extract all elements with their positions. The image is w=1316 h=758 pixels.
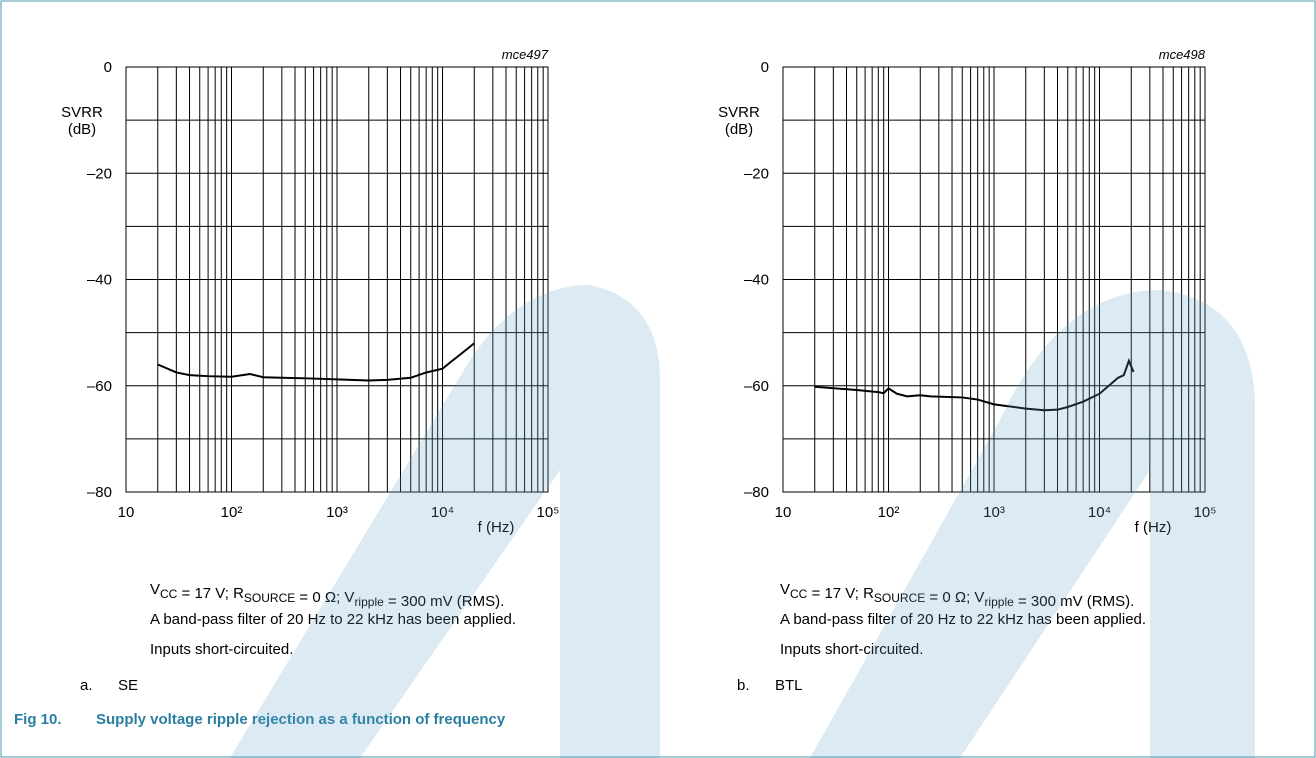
text-run: V xyxy=(150,581,160,598)
data-line xyxy=(157,342,475,382)
y-tick-label: –20 xyxy=(744,165,769,182)
subscript: SOURCE xyxy=(244,591,295,605)
y-tick-label: 0 xyxy=(104,59,112,76)
text-run: = 300 mV (RMS). xyxy=(1014,593,1134,610)
x-tick-label: 10⁴ xyxy=(1088,504,1111,521)
note: A band-pass filter of 20 Hz to 22 kHz ha… xyxy=(780,611,1146,628)
y-axis-label: (dB) xyxy=(725,121,753,138)
y-tick-label: –80 xyxy=(87,484,112,501)
panel-label: SE xyxy=(118,677,138,694)
plot-frame xyxy=(125,66,549,493)
subscript: SOURCE xyxy=(874,591,925,605)
caption-number: Fig 10. xyxy=(14,711,62,728)
y-tick-label: 0 xyxy=(761,59,769,76)
panel-label: BTL xyxy=(775,677,803,694)
subscript: CC xyxy=(790,587,808,601)
y-axis-label: SVRR xyxy=(61,104,103,121)
text-run: = 0 Ω; V xyxy=(925,589,984,606)
text-run: = 17 V; R xyxy=(807,585,874,602)
y-tick-label: –80 xyxy=(744,484,769,501)
y-tick-label: –60 xyxy=(744,378,769,395)
x-tick-label: 10² xyxy=(878,504,900,521)
plot-frame xyxy=(782,66,1206,493)
text-run: = 300 mV (RMS). xyxy=(384,593,504,610)
conditions: VCC = 17 V; RSOURCE = 0 Ω; Vripple = 300… xyxy=(780,581,1134,610)
x-tick-label: 10³ xyxy=(326,504,348,521)
text-run: = 0 Ω; V xyxy=(295,589,354,606)
y-axis-label: SVRR xyxy=(718,104,760,121)
note: Inputs short-circuited. xyxy=(780,641,923,658)
x-axis-label: f (Hz) xyxy=(478,519,515,536)
y-tick-label: –20 xyxy=(87,165,112,182)
y-axis-label: (dB) xyxy=(68,121,96,138)
x-tick-label: 10⁵ xyxy=(1194,504,1217,521)
subscript: CC xyxy=(160,587,178,601)
watermark-shape xyxy=(230,285,660,758)
data-line xyxy=(814,357,1135,412)
chart-code: mce498 xyxy=(1159,47,1206,62)
x-tick-label: 10³ xyxy=(983,504,1005,521)
x-tick-label: 10⁵ xyxy=(537,504,560,521)
subscript: ripple xyxy=(984,595,1014,609)
text-run: = 17 V; R xyxy=(177,585,244,602)
x-tick-label: 10 xyxy=(775,504,792,521)
panel-letter: a. xyxy=(80,677,93,694)
note: A band-pass filter of 20 Hz to 22 kHz ha… xyxy=(150,611,516,628)
conditions: VCC = 17 V; RSOURCE = 0 Ω; Vripple = 300… xyxy=(150,581,504,610)
note: Inputs short-circuited. xyxy=(150,641,293,658)
text-run: V xyxy=(780,581,790,598)
panel-letter: b. xyxy=(737,677,750,694)
x-tick-label: 10² xyxy=(221,504,243,521)
x-axis-label: f (Hz) xyxy=(1135,519,1172,536)
x-tick-label: 10⁴ xyxy=(431,504,454,521)
y-tick-label: –40 xyxy=(87,272,112,289)
caption-title: Supply voltage ripple rejection as a fun… xyxy=(96,711,506,728)
x-tick-label: 10 xyxy=(118,504,135,521)
chart-code: mce497 xyxy=(502,47,549,62)
y-tick-label: –40 xyxy=(744,272,769,289)
subscript: ripple xyxy=(354,595,384,609)
y-tick-label: –60 xyxy=(87,378,112,395)
